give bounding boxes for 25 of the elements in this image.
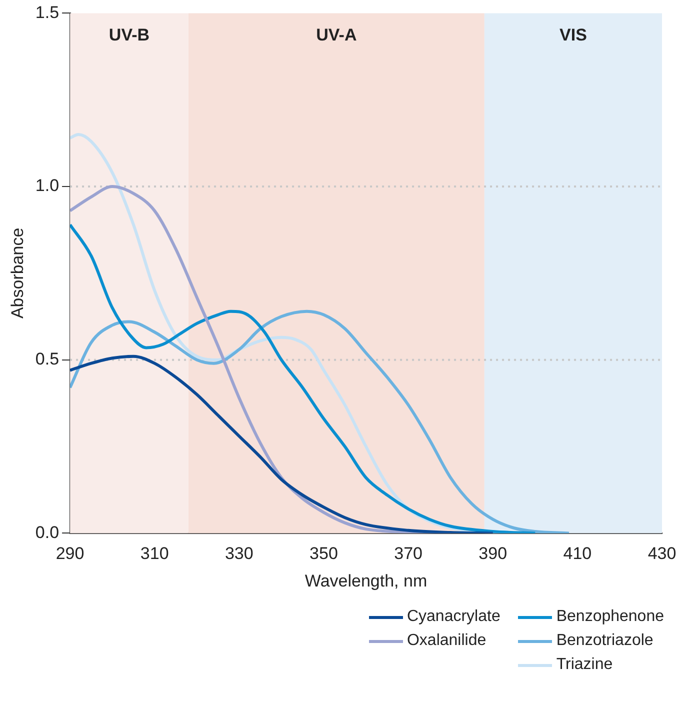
band-label: UV-B [108,25,150,44]
y-axis-title: Absorbance [8,228,27,319]
y-tick-label: 0.0 [35,522,60,542]
legend-label: Cyanacrylate [406,608,500,626]
x-tick-label: 430 [648,544,676,564]
band-label: VIS [560,25,587,44]
x-tick-label: 350 [310,544,338,564]
legend-label: Benzotriazole [556,632,654,650]
x-tick-label: 370 [394,544,422,564]
legend-label: Oxalanilide [406,632,486,650]
x-axis-title: Wavelength, nm [304,571,428,590]
legend-label: Benzophenone [556,608,664,626]
x-tick-label: 310 [140,544,169,564]
x-tick-label: 390 [478,544,508,564]
y-tick-label: 1.5 [35,2,60,22]
line-series [70,310,570,534]
y-tick-label: 1.0 [35,176,60,196]
y-tick-label: 0.5 [35,350,60,369]
x-tick-label: 330 [224,544,254,564]
line-series [70,223,537,534]
band-label: UV-A [316,25,357,44]
x-tick-label: 290 [56,544,84,564]
legend-label: Triazine [556,656,613,674]
line-series [70,354,494,534]
x-tick-label: 410 [563,544,592,564]
